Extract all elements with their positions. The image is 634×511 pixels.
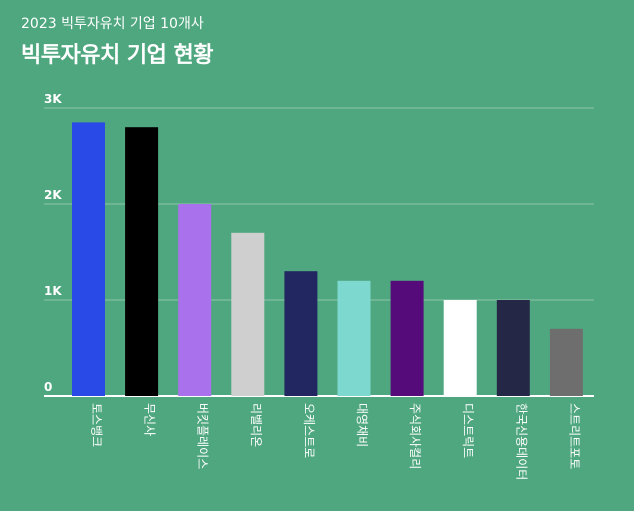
bar [390,280,424,396]
bar [337,280,371,396]
bar [178,204,212,396]
y-tick-label: 0 [44,380,52,394]
bar [284,271,318,396]
y-tick-label: 2K [44,188,62,202]
bar [125,127,159,396]
x-category-label: 대영채비 [355,403,369,447]
x-category-label: 한국신용데이터 [514,403,528,480]
x-category-label: 디스트릭트 [461,403,475,458]
x-category-label: 오케스트로 [302,403,316,458]
y-tick-label: 1K [44,284,62,298]
bar [549,328,583,396]
bar [72,122,105,397]
chart-subtitle: 2023 빅투자유치 기업 10개사 [21,16,204,32]
x-category-label: 리벨리온 [249,403,263,447]
x-category-label: 주식회사컬리 [408,403,422,469]
bar [496,300,530,396]
bar [231,232,265,396]
x-category-label: 스트리트포토 [567,403,581,469]
y-tick-label: 3K [44,92,62,106]
x-category-label: 토스뱅크 [90,403,104,447]
x-category-label: 무신사 [143,403,157,436]
bar [443,300,477,396]
x-category-label: 버킷플레이스 [196,403,210,469]
chart-title: 빅투자유치 기업 현황 [21,43,213,68]
